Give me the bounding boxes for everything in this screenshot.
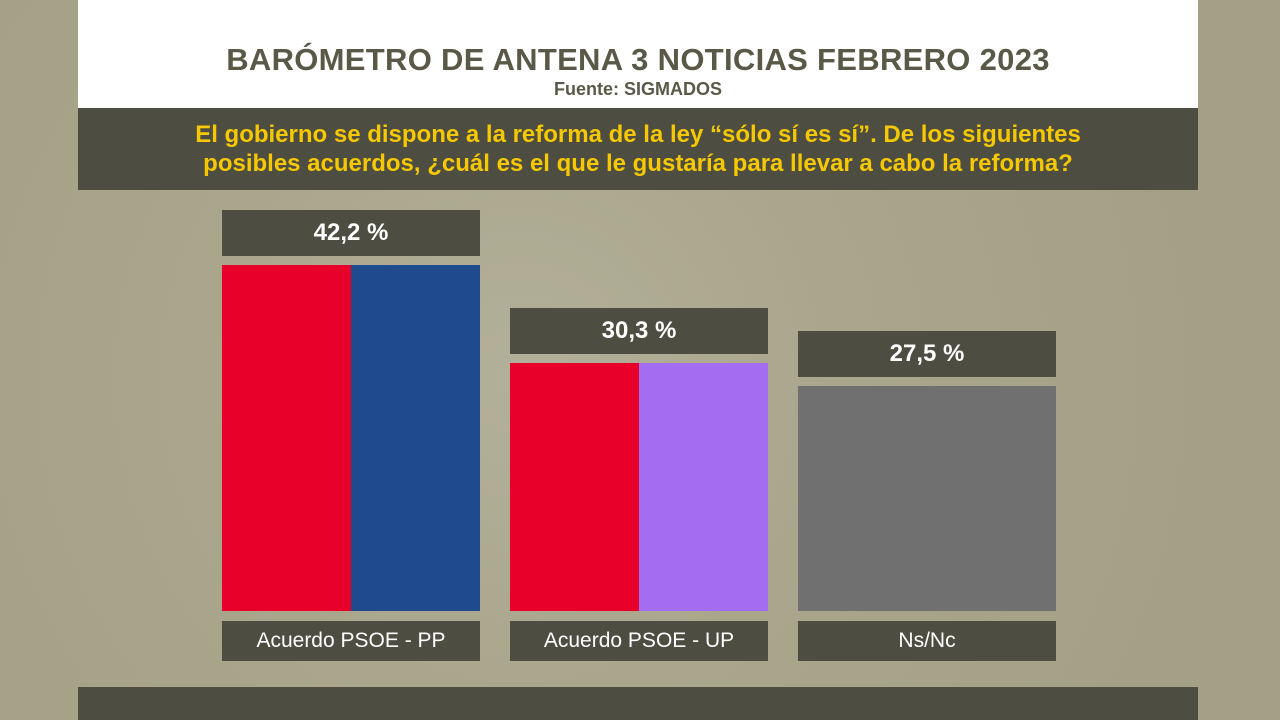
bar-segment — [510, 362, 639, 611]
source-label: Fuente: SIGMADOS — [553, 79, 722, 99]
bar-segment — [222, 265, 351, 611]
header: BARÓMETRO DE ANTENA 3 NOTICIAS FEBRERO 2… — [78, 0, 1198, 108]
value-label: 27,5 % — [798, 330, 1056, 377]
bar-segment — [351, 265, 480, 611]
question-line-1: El gobierno se dispone a la reforma de l… — [195, 121, 1081, 148]
bar-segment — [639, 362, 768, 611]
question-line-2: posibles acuerdos, ¿cuál es el que le gu… — [203, 150, 1073, 177]
category-label: Acuerdo PSOE - PP — [222, 621, 480, 661]
chart-title: BARÓMETRO DE ANTENA 3 NOTICIAS FEBRERO 2… — [226, 42, 1050, 77]
category-label: Ns/Nc — [798, 621, 1056, 661]
category-label: Acuerdo PSOE - UP — [510, 621, 768, 661]
footer-band — [78, 687, 1198, 720]
value-label: 30,3 % — [510, 307, 768, 354]
bar-segment — [798, 385, 1056, 611]
question-banner: El gobierno se dispone a la reforma de l… — [78, 108, 1198, 190]
value-label: 42,2 % — [222, 210, 480, 256]
